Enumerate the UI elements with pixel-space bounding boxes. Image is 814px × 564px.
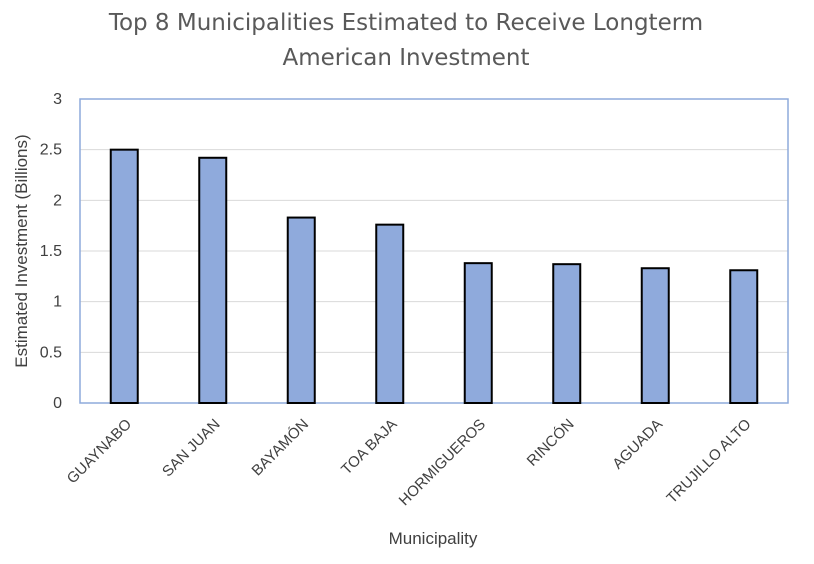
chart-title-line-1: Top 8 Municipalities Estimated to Receiv… xyxy=(108,10,703,36)
x-tick-label: TOA BAJA xyxy=(338,416,401,479)
gridlines xyxy=(80,149,788,353)
bar-trujillo-alto xyxy=(729,269,759,404)
y-tick-label: 0.5 xyxy=(40,344,62,361)
x-tick-label: SAN JUAN xyxy=(159,416,223,480)
x-tick-label: TRUJILLO ALTO xyxy=(663,416,754,507)
x-tick-label: GUAYNABO xyxy=(64,416,135,487)
x-tick-label: AGUADA xyxy=(609,416,666,473)
y-tick-label: 1 xyxy=(53,294,62,311)
bars xyxy=(109,148,759,404)
bar-bayam-n xyxy=(286,216,316,404)
y-tick-label: 1.5 xyxy=(40,243,62,260)
x-axis-ticks: GUAYNABO SAN JUAN BAYAMÓN TOA BAJAHORMIGUER… xyxy=(64,416,755,509)
x-axis-label: Municipality xyxy=(389,529,478,548)
bar-hormigueros xyxy=(463,262,493,404)
x-tick-label: BAYAMÓN xyxy=(249,416,312,479)
bar-guaynabo xyxy=(109,148,139,404)
bar-san-juan xyxy=(198,156,228,404)
y-tick-label: 3 xyxy=(53,91,62,108)
bar-aguada xyxy=(640,267,670,404)
x-tick-label: RINCÓN xyxy=(524,416,578,470)
bar-toa-baja xyxy=(375,223,405,404)
bar-rinc-n xyxy=(552,263,582,404)
y-tick-label: 2 xyxy=(53,192,62,209)
y-axis-label: Estimated Investment (Billions) xyxy=(12,134,31,367)
y-axis-ticks: 0 0.5 1 1.5 2 2.5 3 xyxy=(40,91,62,412)
chart-title-line-2: American Investment xyxy=(282,45,529,71)
y-tick-label: 0 xyxy=(53,395,62,412)
x-tick-label: HORMIGUEROS xyxy=(396,416,489,509)
plot-area-frame xyxy=(79,98,789,404)
y-tick-label: 2.5 xyxy=(40,142,62,159)
